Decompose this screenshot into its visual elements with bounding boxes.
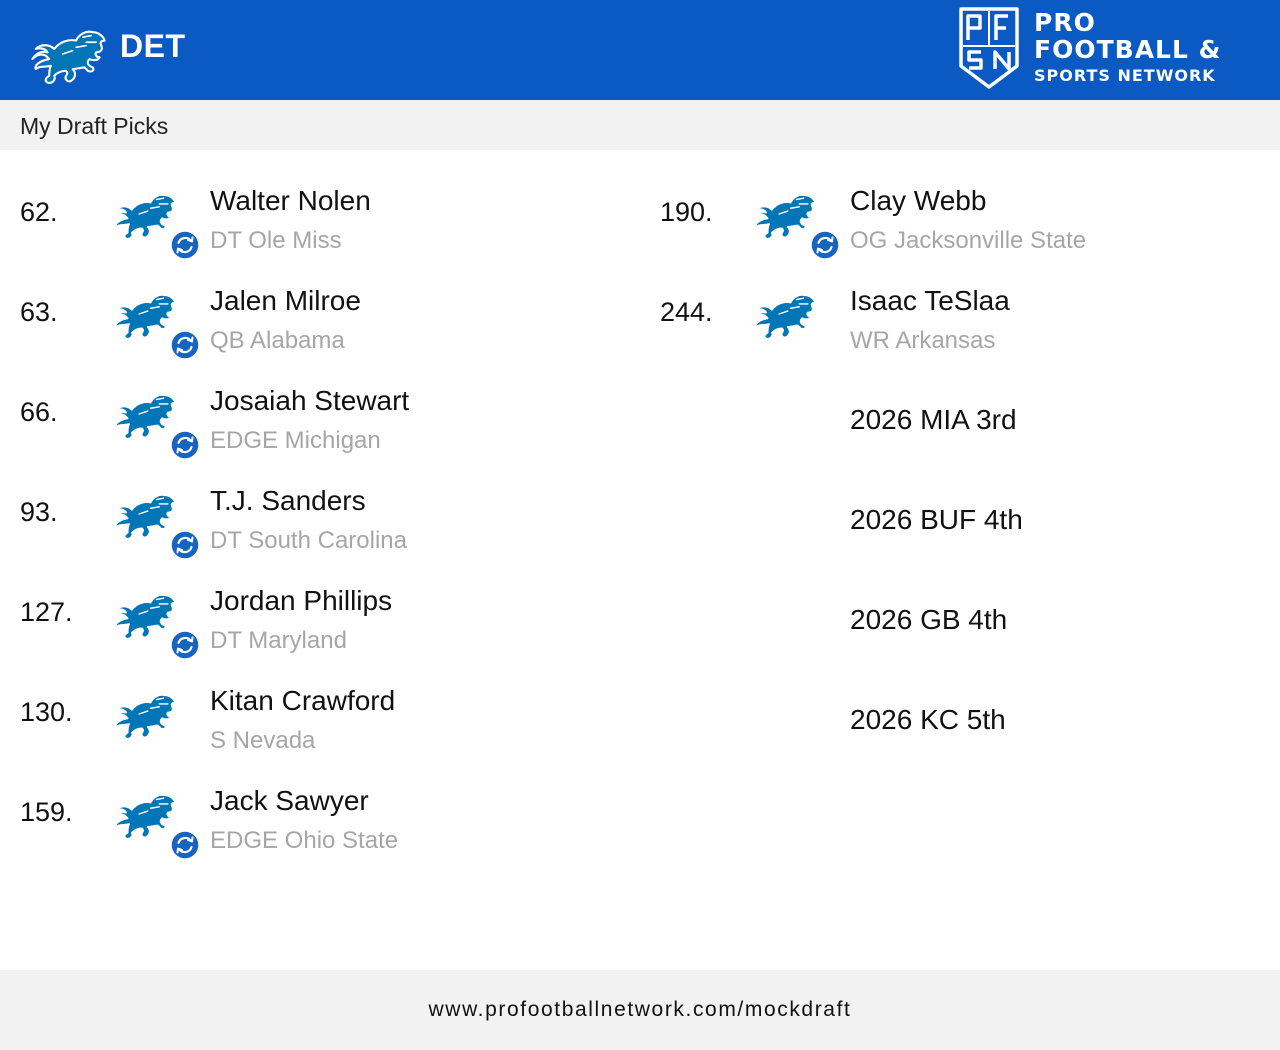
draft-pick-row: 190. Clay Webb OG Jacksonville State — [660, 185, 1260, 285]
player-name: Kitan Crawford — [210, 685, 396, 716]
player-position-school: EDGE Michigan — [210, 427, 381, 454]
draft-pick-row: 130. Kitan Crawford S Nevada — [20, 685, 620, 785]
player-position-school: DT South Carolina — [210, 527, 407, 554]
trade-icon[interactable] — [170, 830, 200, 860]
pick-number: 244. — [660, 297, 713, 327]
lion-icon — [106, 785, 178, 843]
brand-line-pro: PRO — [1034, 8, 1096, 37]
future-pick: 2026 GB 4th — [850, 604, 1008, 635]
pick-number: 127. — [20, 597, 73, 627]
pfsn-shield-icon — [959, 7, 1019, 89]
player-name: Isaac TeSlaa — [850, 285, 1010, 316]
player-position-school: WR Arkansas — [850, 327, 996, 354]
lion-icon — [106, 285, 178, 343]
lion-icon — [106, 385, 178, 443]
lion-icon — [106, 685, 178, 743]
lion-icon — [106, 585, 178, 643]
trade-icon[interactable] — [170, 430, 200, 460]
brand-line-sports-network: SPORTS NETWORK — [1034, 66, 1216, 85]
draft-pick-row: 93. T.J. Sanders DT South Carolina — [20, 485, 620, 585]
pick-number: 63. — [20, 297, 58, 327]
draft-pick-row: 63. Jalen Milroe QB Alabama — [20, 285, 620, 385]
pick-number: 190. — [660, 197, 713, 227]
player-position-school: EDGE Ohio State — [210, 827, 399, 854]
lion-icon — [106, 485, 178, 543]
pick-number: 130. — [20, 697, 73, 727]
player-name: Josaiah Stewart — [210, 385, 410, 416]
lion-icon — [746, 185, 818, 243]
pick-number: 66. — [20, 397, 58, 427]
player-position-school: S Nevada — [210, 727, 316, 754]
trade-icon[interactable] — [170, 230, 200, 260]
player-name: Jalen Milroe — [210, 285, 361, 316]
page-title: My Draft Picks — [20, 113, 169, 139]
header-bar: DET PRO FOOTBALL & SPORTS NETWORK — [0, 0, 1280, 100]
footer-bar: www.profootballnetwork.com/mockdraft — [0, 970, 1280, 1050]
pick-number: 62. — [20, 197, 58, 227]
trade-icon[interactable] — [170, 530, 200, 560]
team-abbreviation: DET — [120, 28, 186, 64]
draft-pick-row: 62. Walter Nolen DT Ole Miss — [20, 185, 620, 285]
pick-number: 93. — [20, 497, 58, 527]
player-position-school: OG Jacksonville State — [850, 227, 1087, 254]
trade-icon[interactable] — [810, 230, 840, 260]
future-pick: 2026 KC 5th — [850, 704, 1006, 735]
draft-pick-row: 66. Josaiah Stewart EDGE Michigan — [20, 385, 620, 485]
player-name: Jack Sawyer — [210, 785, 369, 816]
brand-line-football: FOOTBALL & — [1034, 35, 1222, 64]
draft-pick-row: 244. Isaac TeSlaa WR Arkansas — [660, 285, 1260, 385]
player-name: T.J. Sanders — [210, 485, 366, 516]
lion-icon — [746, 285, 818, 343]
draft-pick-row: 127. Jordan Phillips DT Maryland — [20, 585, 620, 685]
player-position-school: DT Maryland — [210, 627, 347, 654]
player-name: Clay Webb — [850, 185, 987, 216]
future-pick: 2026 MIA 3rd — [850, 404, 1017, 435]
player-name: Jordan Phillips — [210, 585, 393, 616]
subheader-bar: My Draft Picks — [0, 100, 1280, 150]
trade-icon[interactable] — [170, 330, 200, 360]
pick-number: 159. — [20, 797, 73, 827]
draft-pick-row: 159. Jack Sawyer EDGE Ohio State — [20, 785, 620, 885]
player-position-school: DT Ole Miss — [210, 227, 342, 254]
player-name: Walter Nolen — [210, 185, 371, 216]
trade-icon[interactable] — [170, 630, 200, 660]
lion-icon — [24, 20, 108, 88]
future-pick: 2026 BUF 4th — [850, 504, 1023, 535]
player-position-school: QB Alabama — [210, 327, 345, 354]
lion-icon — [106, 185, 178, 243]
footer-url[interactable]: www.profootballnetwork.com/mockdraft — [428, 998, 852, 1021]
